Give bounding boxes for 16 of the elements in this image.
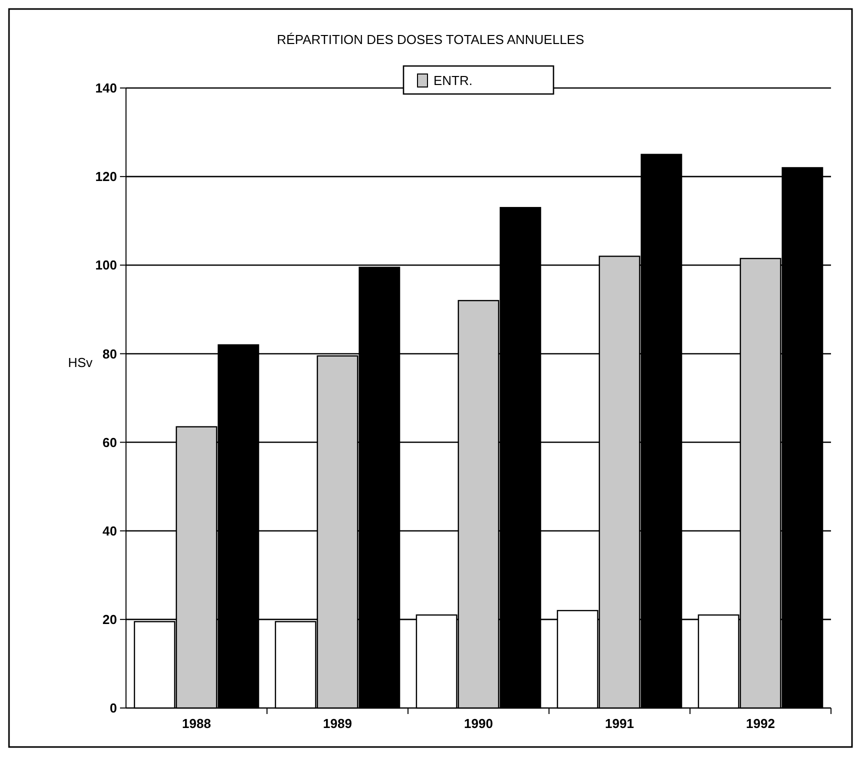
x-tick-label: 1991 — [605, 716, 634, 731]
y-tick-label: 140 — [95, 80, 117, 96]
y-tick-label: 60 — [102, 434, 117, 450]
y-axis-title: HSv — [68, 355, 94, 370]
x-tick-label: 1990 — [464, 716, 493, 731]
y-tick-label: 20 — [102, 612, 117, 627]
y-tick-label: 0 — [110, 700, 117, 716]
chart-title: RÉPARTITION DES DOSES TOTALES ANNUELLES — [276, 32, 584, 47]
x-tick-label: 1989 — [323, 716, 352, 731]
x-tick-label: 1992 — [746, 716, 775, 731]
y-tick-label: 80 — [102, 346, 117, 362]
y-tick-label: 40 — [102, 523, 117, 538]
legend-label: ENTR. — [434, 73, 472, 88]
y-tick-label: 120 — [95, 169, 117, 184]
x-tick-label: 1988 — [182, 716, 211, 731]
y-tick-label: 100 — [95, 258, 117, 273]
